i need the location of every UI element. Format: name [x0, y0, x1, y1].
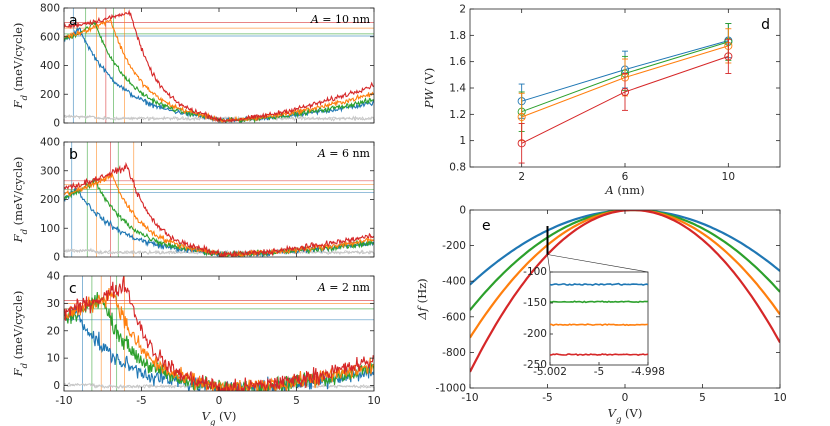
x-tick-label: 10 [367, 395, 380, 407]
data-series-green [64, 20, 374, 123]
y-tick-label: -1000 [435, 383, 466, 395]
panel-b: 0 100 200 300 400 b A = 6 nm Fd (meV/cycle) [11, 137, 375, 264]
annotation: A = 6 nm [317, 147, 371, 160]
y-axis-label: Fd (meV/cycle) [11, 23, 30, 110]
y-tick-label: 400 [40, 137, 60, 149]
data-series-red [64, 276, 374, 391]
y-tick-label: 0 [53, 380, 60, 392]
inset-series-green [549, 300, 649, 304]
x-tick-label: -5 [542, 392, 552, 404]
y-axis-label: Δf (Hz) [415, 278, 429, 320]
plot-area [64, 142, 374, 257]
panel-a: 0 200 400 600 800 a A = 10 nm Fd (meV/cycle) [11, 3, 375, 130]
inset-x-tick-label: -4.998 [631, 366, 665, 378]
data-series-red [64, 9, 374, 123]
plot-area [64, 276, 374, 391]
y-tick-label: 300 [40, 165, 60, 177]
y-tick-label: 100 [40, 223, 60, 235]
x-tick-label: 6 [622, 171, 629, 183]
inset-y-tick-label: -200 [523, 328, 547, 340]
inset-frame [549, 271, 649, 366]
panel-label: a [69, 13, 78, 29]
y-tick-label: -600 [442, 311, 466, 323]
y-axis-label: Fd (meV/cycle) [11, 291, 30, 378]
panel-label: c [69, 281, 77, 297]
inset-series-blue [549, 282, 649, 286]
x-tick-label: -10 [461, 392, 478, 404]
y-tick-label: 30 [47, 298, 60, 310]
y-axis-label: PW (V) [422, 68, 436, 110]
x-tick-label: 5 [699, 392, 706, 404]
panel-d: 2 6 10 0.8 1 1.2 1.4 1.6 1.8 2 d PW (V) A (nm) [422, 4, 781, 197]
y-tick-label: 1.2 [449, 109, 466, 121]
y-tick-label: 0 [53, 252, 60, 264]
panel-label: b [69, 147, 78, 163]
x-tick-label: 10 [773, 392, 786, 404]
plot-area [470, 210, 780, 373]
zoom-connector [547, 254, 551, 273]
y-tick-label: 1.6 [449, 56, 466, 68]
y-tick-label: 400 [40, 60, 60, 72]
inset-y-tick-label: -100 [523, 266, 547, 278]
y-tick-label: 1.4 [449, 83, 466, 95]
y-tick-label: 200 [40, 194, 60, 206]
annotation: A = 10 nm [310, 13, 371, 26]
zoom-connector [547, 254, 649, 273]
data-series-red [470, 210, 780, 373]
inset-x-tick-label: -5 [594, 366, 604, 378]
x-tick-label: 5 [293, 395, 300, 407]
x-tick-label: 2 [518, 171, 525, 183]
y-tick-label: -200 [442, 240, 466, 252]
data-point [517, 112, 526, 122]
y-tick-label: 0 [459, 205, 466, 217]
y-axis-label: Fd (meV/cycle) [11, 157, 30, 244]
inset-y-tick-label: -150 [523, 297, 547, 309]
y-tick-label: 10 [47, 353, 60, 365]
panel-label: e [482, 218, 491, 234]
x-axis-label: Vg (V) [202, 409, 237, 426]
x-tick-label: -10 [55, 395, 72, 407]
axes-frame [469, 209, 781, 389]
y-tick-label: 0 [53, 118, 60, 130]
annotation: A = 2 nm [317, 281, 371, 294]
data-point [620, 87, 630, 96]
y-tick-label: 40 [47, 271, 60, 283]
y-tick-label: -400 [442, 276, 466, 288]
inset-x-tick-label: -5.002 [533, 366, 567, 378]
y-tick-label: 600 [40, 31, 60, 43]
x-tick-label: 0 [216, 395, 223, 407]
y-tick-label: 0.8 [449, 162, 466, 174]
data-series-orange [470, 210, 780, 339]
data-point [517, 139, 526, 148]
panel-label: d [761, 17, 770, 33]
y-tick-label: 2 [459, 4, 466, 16]
y-tick-label: 800 [40, 3, 60, 15]
x-axis-label: Vg (V) [608, 406, 643, 425]
x-tick-label: -5 [136, 395, 146, 407]
inset: -5.002 -5 -4.998 -250 -200 -150 -100 [523, 254, 665, 378]
inset-series-orange [550, 323, 649, 327]
y-tick-label: 1 [459, 135, 466, 147]
x-tick-label: 10 [722, 171, 735, 183]
y-tick-label: 1.8 [449, 30, 466, 42]
data-series-orange [64, 18, 374, 123]
x-tick-label: 0 [622, 392, 629, 404]
y-tick-label: -800 [442, 347, 466, 359]
inset-series-red [549, 353, 649, 357]
y-tick-label: 20 [47, 325, 60, 337]
panel-c: -10 -5 0 5 10 0 10 20 30 40 c A = 2 nm Fd (meV/cycle… [11, 271, 381, 426]
y-tick-label: 200 [40, 89, 60, 101]
inset-y-tick-label: -250 [523, 359, 547, 371]
data-point [724, 52, 733, 61]
panel-e: -10 -5 0 5 10 -1000 -800 -600 -400 -200 0 e Δf (Hz) V… [415, 205, 787, 426]
x-axis-label: A (nm) [604, 183, 644, 197]
